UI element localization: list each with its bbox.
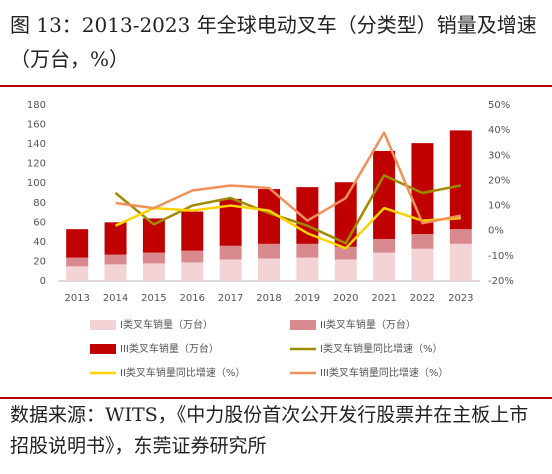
y-tick-label: 40 [33,237,46,248]
bar [296,257,319,281]
line-series [114,174,462,245]
bar [373,252,396,281]
bar [104,264,127,281]
bar [258,243,280,259]
x-tick-label: 2019 [295,293,320,304]
bar [181,250,204,263]
y-tick-label: 80 [33,198,46,209]
bar [411,234,434,249]
y-tick-label: 160 [27,120,46,131]
bar [334,259,357,281]
y-tick-label: 60 [33,217,46,228]
y-tick-label: 120 [27,159,46,170]
legend-label: I类叉车销量同比增速（%） [320,342,442,355]
bar [449,229,472,244]
x-tick-label: 2016 [180,293,205,304]
bar [66,229,89,258]
legend-swatch [290,320,316,330]
source-rule [0,397,552,399]
x-tick-label: 2020 [333,293,358,304]
bar [258,258,280,281]
x-tick-label: 2022 [410,293,435,304]
y-tick-label: 140 [27,139,46,150]
legend-swatch [90,320,116,330]
bar [142,252,165,264]
x-tick-label: 2015 [141,293,166,304]
y-tick-label: 100 [27,178,46,189]
bar [449,243,472,281]
bar [219,198,242,246]
bar [142,218,165,253]
bar [181,211,204,251]
legend-label: I类叉车销量（万台） [120,318,213,331]
legend-swatch [90,344,116,354]
y2-tick-label: 50% [488,100,510,111]
chart-title: 图 13：2013-2023 年全球电动叉车（分类型）销量及增速（万台，%） [10,13,537,71]
legend-label: III类叉车销量（万台） [120,342,219,355]
legend-label: II类叉车销量同比增速（%） [120,366,245,379]
x-tick-label: 2013 [64,293,89,304]
y2-tick-label: -10% [488,251,514,262]
y-tick-label: 20 [33,256,46,267]
legend-label: II类叉车销量（万台） [320,318,416,331]
y2-tick-label: 20% [488,175,510,186]
title-rule [0,85,552,87]
y-tick-label: 0 [40,276,46,287]
line-series [115,204,461,250]
bar [449,130,472,230]
legend-label: III类叉车销量同比增速（%） [320,366,448,379]
bar [66,257,89,267]
x-tick-label: 2017 [218,293,243,304]
bar [181,262,204,281]
y2-tick-label: -20% [488,276,514,287]
bar [373,150,396,239]
bar [334,246,357,260]
bar [411,248,434,281]
bar [104,254,127,265]
x-tick-label: 2021 [371,293,396,304]
x-tick-label: 2014 [103,293,128,304]
bar [66,266,89,281]
bar [296,243,319,258]
bar [219,245,242,260]
line-series [115,131,462,225]
y2-tick-label: 30% [488,150,510,161]
source-note: 数据来源：WITS，《中力股份首次公开发行股票并在主板上市招股说明书》，东莞证券… [10,404,529,457]
bar [219,259,242,281]
y2-tick-label: 0% [488,226,504,237]
y2-tick-label: 40% [488,125,510,136]
bar [142,263,165,281]
x-tick-label: 2018 [256,293,281,304]
bar [334,182,357,247]
bar [258,189,280,244]
y-tick-label: 180 [27,100,46,111]
x-tick-label: 2023 [448,293,473,304]
y2-tick-label: 10% [488,201,510,212]
bar [373,238,396,253]
bar [104,222,127,255]
